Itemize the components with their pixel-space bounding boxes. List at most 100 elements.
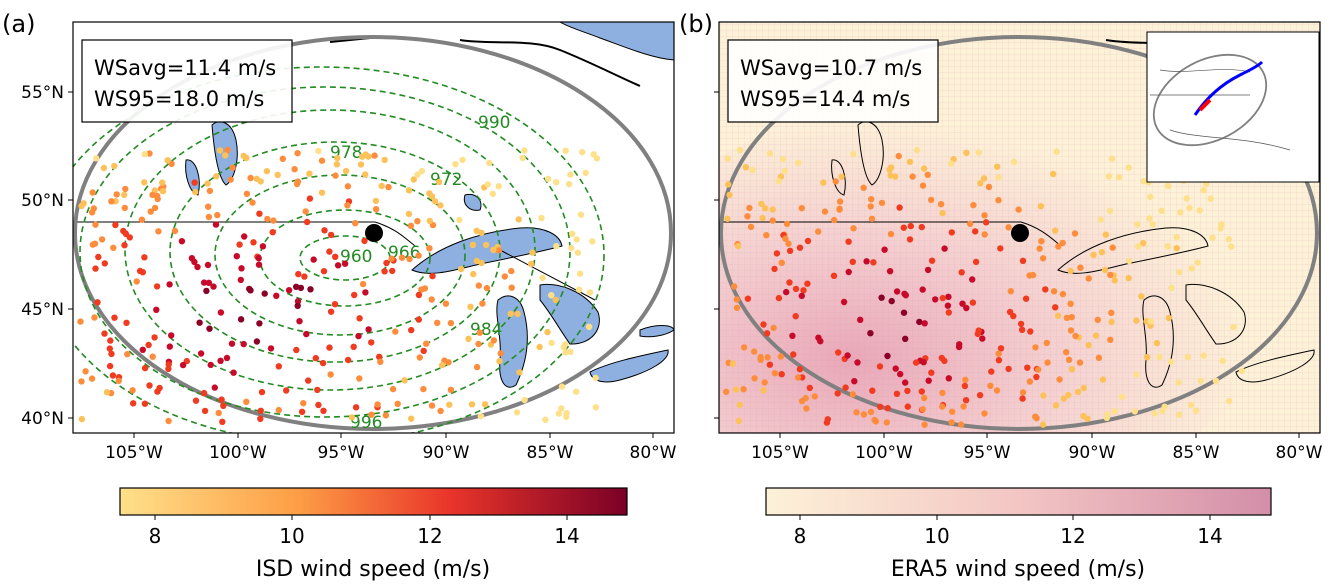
station-dot (1037, 203, 1045, 210)
station-dot (1176, 269, 1183, 276)
station-dot (89, 189, 96, 196)
station-dot (1098, 249, 1106, 256)
station-dot (238, 265, 245, 272)
station-dot (164, 157, 171, 164)
panel-a-colorbar: 8 10 12 14 ISD wind speed (m/s) (119, 487, 628, 582)
station-dot (270, 217, 277, 224)
station-dot (306, 170, 313, 177)
station-dot (1194, 259, 1202, 266)
station-dot (1118, 393, 1126, 400)
lon-label: 85°W (527, 443, 574, 463)
station-dot (1108, 155, 1116, 162)
station-dot (760, 387, 767, 394)
station-dot (200, 279, 208, 286)
station-dot (495, 183, 502, 190)
station-dot (920, 359, 927, 366)
panel-a-frame (72, 21, 675, 434)
station-dot (159, 179, 166, 186)
station-dot (1183, 195, 1190, 202)
station-dot (210, 283, 217, 290)
station-dot (925, 377, 932, 384)
station-dot (970, 201, 977, 209)
station-dot (247, 287, 254, 294)
station-dot (1107, 336, 1114, 343)
station-dot (428, 402, 436, 409)
station-dot (1207, 195, 1215, 202)
station-dot (1111, 407, 1119, 415)
station-dot (214, 211, 221, 219)
station-dot (972, 258, 980, 266)
station-dot (1105, 173, 1113, 180)
station-dot (883, 419, 890, 426)
station-dot (408, 326, 415, 334)
station-dot (414, 171, 421, 178)
station-dot (426, 245, 433, 252)
station-dot (327, 308, 335, 315)
station-dot (844, 352, 851, 359)
station-dot (1059, 290, 1067, 298)
station-dot (553, 243, 560, 250)
station-dot (315, 401, 322, 409)
station-dot (1102, 231, 1110, 238)
station-dot (121, 242, 128, 249)
station-dot (121, 204, 128, 212)
station-dot (431, 198, 439, 205)
station-dot (342, 167, 350, 175)
station-dot (806, 384, 813, 392)
station-dot (1175, 379, 1182, 386)
station-dot (196, 319, 203, 326)
station-dot (1085, 275, 1092, 282)
station-dot (521, 396, 528, 404)
station-dot (385, 183, 392, 191)
station-dot (798, 205, 805, 212)
isobar-label: 990 (478, 113, 510, 133)
colorbar-tick: 10 (279, 524, 304, 548)
station-dot (733, 304, 741, 311)
station-dot (746, 204, 753, 212)
station-dot (1019, 395, 1026, 402)
station-dot (981, 410, 988, 417)
station-dot (166, 281, 173, 288)
station-dot (997, 245, 1004, 252)
station-dot (483, 284, 491, 292)
station-dot (359, 153, 366, 160)
station-dot (274, 171, 281, 179)
station-dot (153, 283, 161, 290)
station-dot (428, 193, 436, 200)
station-dot (283, 387, 290, 394)
station-dot (1019, 257, 1027, 264)
station-dot (845, 238, 852, 245)
station-dot (740, 386, 747, 393)
station-dot (243, 398, 250, 405)
station-dot (420, 347, 427, 355)
station-dot (1063, 314, 1071, 321)
station-dot (257, 415, 264, 422)
station-dot (1200, 352, 1207, 359)
station-dot (1164, 243, 1172, 250)
station-dot (256, 210, 263, 217)
station-dot (766, 150, 774, 157)
station-dot (285, 287, 293, 294)
station-dot (775, 294, 783, 302)
station-dot (845, 268, 852, 276)
station-dot (437, 407, 444, 415)
station-dot (295, 270, 302, 278)
station-dot (877, 403, 884, 410)
station-dot (341, 260, 349, 267)
hudson-bay-edge (559, 22, 674, 61)
station-dot (479, 300, 486, 307)
lake-huron (1185, 283, 1246, 345)
station-dot (944, 302, 952, 309)
station-dot (563, 413, 570, 420)
station-dot (1200, 187, 1207, 194)
station-dot (1085, 342, 1092, 349)
station-dot (1103, 414, 1111, 421)
station-dot (307, 286, 314, 293)
station-dot (352, 220, 359, 227)
station-dot (850, 225, 857, 232)
station-dot (103, 389, 111, 396)
station-dot (1063, 349, 1070, 356)
station-dot (351, 291, 358, 299)
station-dot (95, 253, 102, 261)
station-dot (1022, 295, 1030, 302)
